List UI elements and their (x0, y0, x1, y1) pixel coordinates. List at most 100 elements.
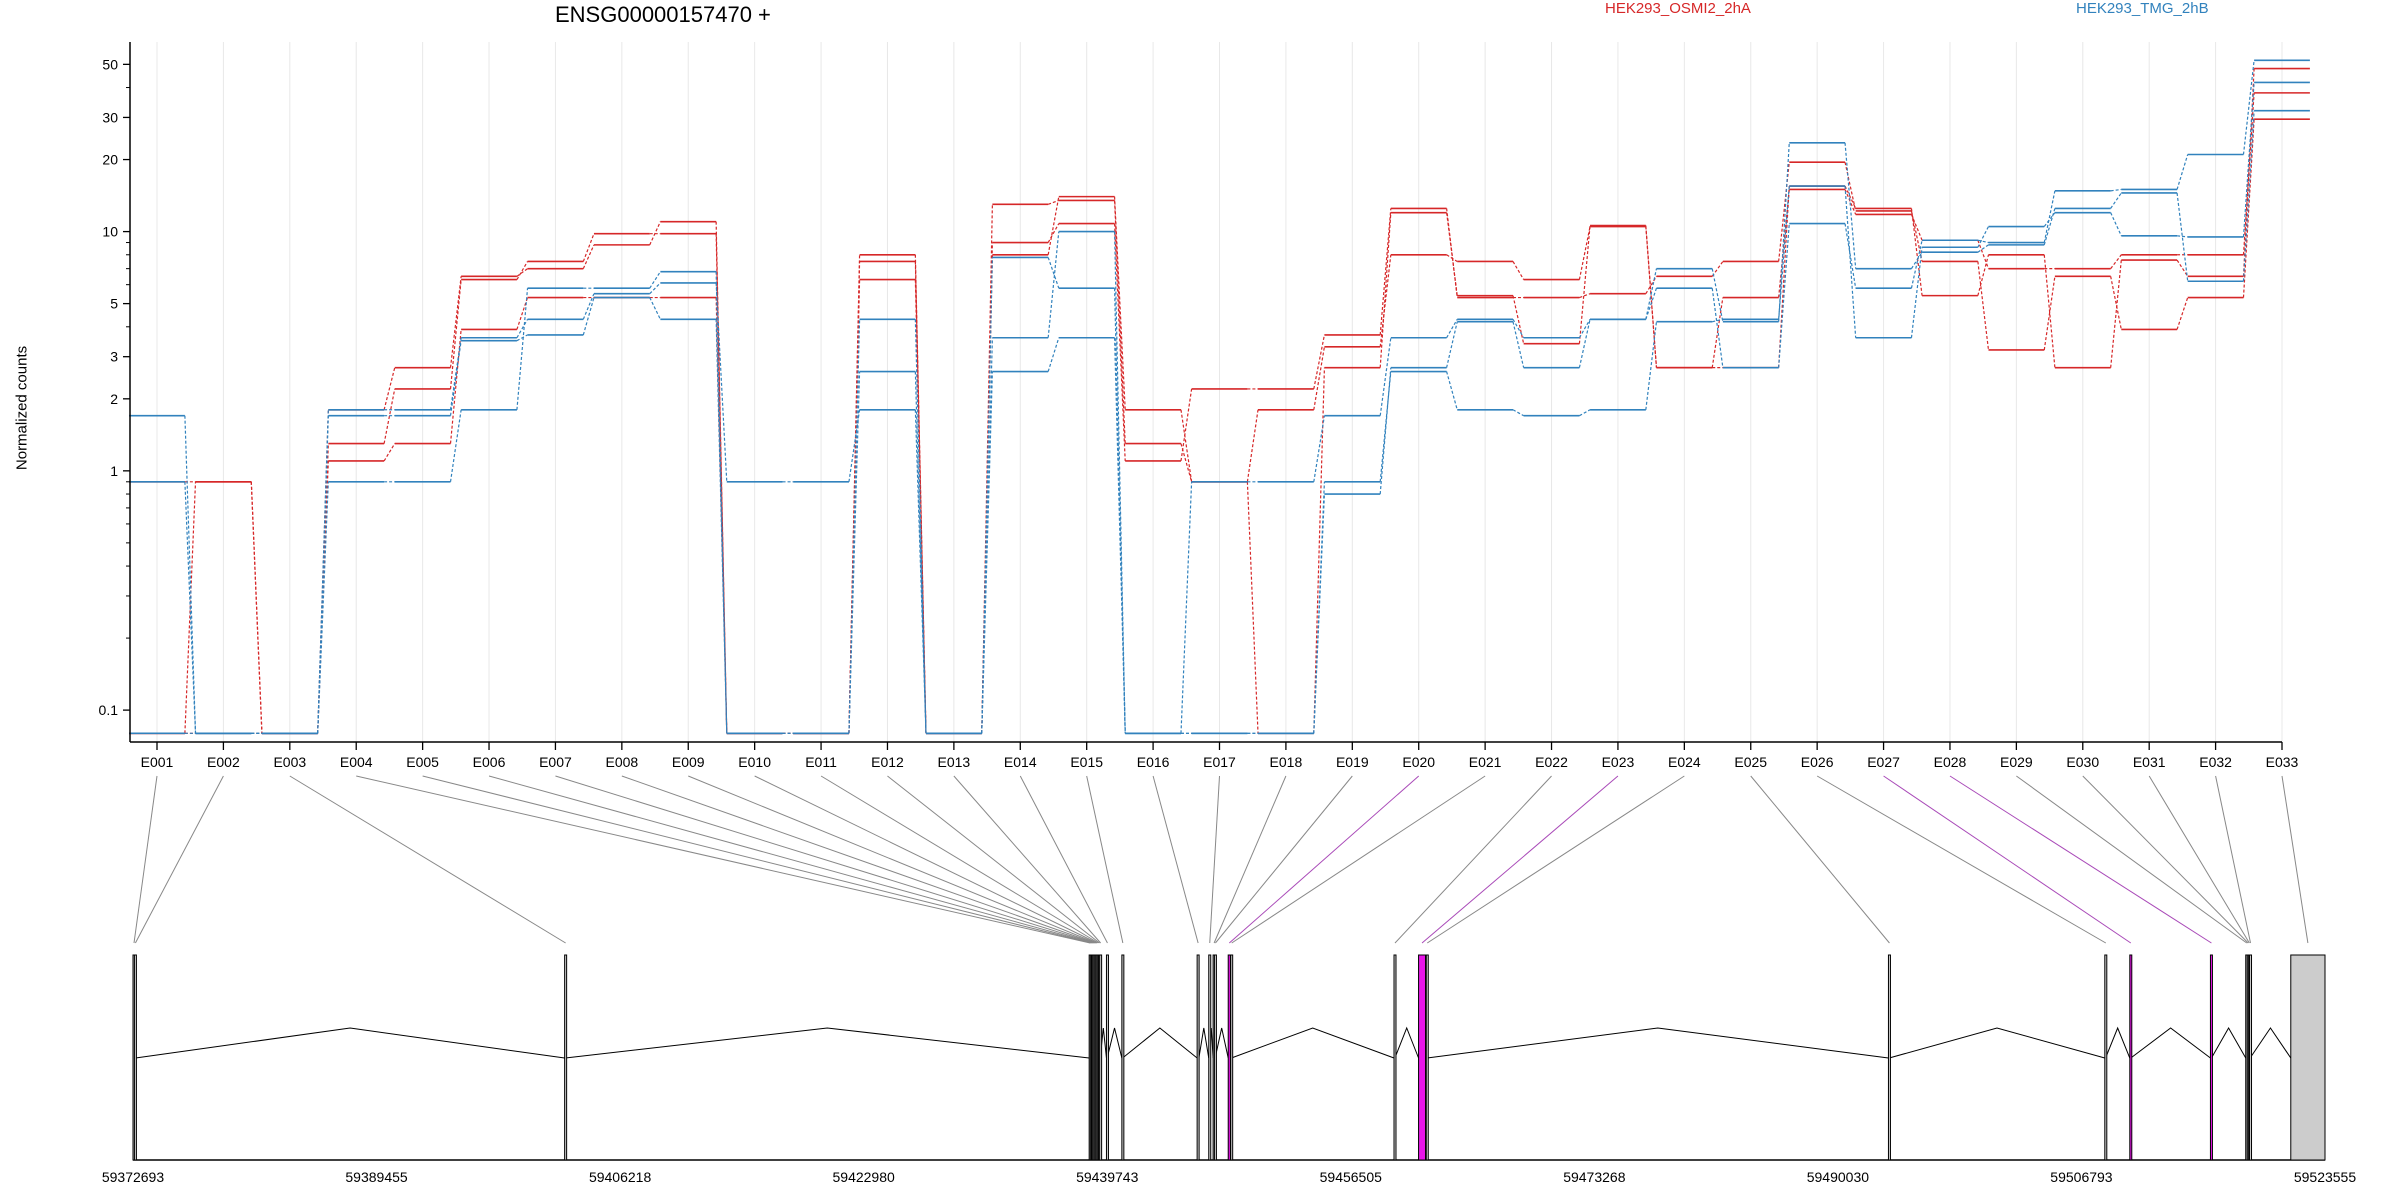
series-segment (2110, 276, 2122, 330)
series-segment (516, 261, 529, 280)
series-segment (317, 443, 329, 734)
series-segment (1180, 481, 1193, 734)
series-segment (2043, 190, 2056, 243)
series-segment (1246, 481, 1259, 734)
y-tick-label-3: 3 (110, 349, 118, 365)
connector-E014 (1019, 775, 1108, 944)
series-segment (1047, 223, 1060, 243)
series-segment (317, 409, 329, 734)
series-segment (715, 282, 728, 482)
series-segment (250, 481, 263, 734)
gridlines (156, 42, 2283, 742)
x-tick-label-E013: E013 (938, 754, 971, 770)
series-segment (2043, 276, 2056, 351)
connector-E004 (356, 775, 1091, 944)
x-tick-label-E009: E009 (672, 754, 705, 770)
series-segment (1113, 223, 1126, 461)
intron-line (135, 1027, 565, 1059)
genome-coordinate-label: 59473268 (1563, 1169, 1626, 1185)
series-segment (184, 415, 197, 734)
x-tick-label-E001: E001 (141, 754, 174, 770)
y-tick-label-20: 20 (102, 152, 118, 168)
x-tick-label-E004: E004 (340, 754, 373, 770)
connector-E025 (1750, 775, 1890, 944)
series-segment (1313, 334, 1326, 390)
connector-E026 (1816, 775, 2107, 944)
series-segment (1180, 409, 1193, 482)
connector-E016 (1152, 775, 1199, 944)
series-segment (1645, 321, 1658, 410)
y-tick-label-50: 50 (102, 56, 118, 72)
connector-E031 (2148, 775, 2250, 944)
series-segment (1844, 189, 1857, 215)
connector-E011 (820, 775, 1099, 944)
series-segment (1379, 367, 1392, 495)
connector-E003 (289, 775, 566, 944)
y-tick-label-2: 2 (110, 391, 118, 407)
series-segment (1047, 231, 1060, 338)
exon-box-E016 (1196, 954, 1200, 1161)
series-segment (383, 443, 396, 462)
series-segment (516, 288, 529, 410)
series-segment (1446, 212, 1458, 296)
x-tick-label-E012: E012 (871, 754, 904, 770)
exon-box-E024 (1425, 954, 1429, 1161)
y-tick-label-0.1: 0.1 (99, 702, 119, 718)
series-segment (649, 271, 661, 289)
intron-line (1889, 1027, 2105, 1059)
series-segment (1446, 318, 1458, 339)
series-segment (1977, 226, 1990, 248)
x-tick-label-E030: E030 (2066, 754, 2099, 770)
x-tick-label-E019: E019 (1336, 754, 1369, 770)
series-segment (2043, 254, 2056, 368)
series-segment (1977, 254, 1990, 296)
genome-coordinate-label: 59389455 (345, 1169, 408, 1185)
series-segment (1379, 208, 1392, 335)
x-tick-label-E005: E005 (406, 754, 439, 770)
exon-box-E022 (1393, 954, 1397, 1161)
series-segment (1313, 494, 1326, 734)
connector-E028 (1949, 775, 2212, 944)
x-tick-label-E007: E007 (539, 754, 572, 770)
x-tick-label-E002: E002 (207, 754, 240, 770)
y-tick-label-10: 10 (102, 224, 118, 240)
series-segment (1844, 223, 1857, 289)
series-segment (1379, 212, 1392, 368)
series-segment (914, 319, 927, 734)
exon-box-E021 (1230, 954, 1234, 1161)
series-segment (1578, 226, 1591, 280)
y-tick-label-1: 1 (110, 463, 118, 479)
series-segment (1512, 295, 1525, 344)
intron-line (2130, 1027, 2211, 1059)
series-segment (2177, 235, 2188, 238)
connector-E010 (754, 775, 1098, 944)
exon-connectors (133, 775, 2309, 944)
exon-box-E027 (2129, 954, 2133, 1161)
series-segment (1313, 415, 1326, 482)
chart-title: ENSG00000157470 + (555, 2, 771, 27)
series-segment (2176, 259, 2189, 277)
x-tick-label-E016: E016 (1137, 754, 1170, 770)
connector-E019 (1215, 775, 1353, 944)
genome-coordinate-label: 59406218 (589, 1169, 652, 1185)
y-tick-label-5: 5 (110, 296, 118, 312)
series-segment (1645, 225, 1658, 368)
legend-tmg: HEK293_TMG_2hB (2076, 0, 2209, 17)
connector-E022 (1394, 775, 1552, 944)
series-segment (1379, 337, 1392, 416)
connector-E021 (1231, 775, 1486, 944)
series-segment (848, 319, 861, 734)
series-segment (1113, 231, 1126, 734)
series-segment (1645, 268, 1658, 320)
connector-E023 (1421, 775, 1619, 944)
x-tick-label-E011: E011 (805, 754, 837, 770)
connector-E017 (1209, 775, 1220, 944)
series-segment (2176, 297, 2189, 330)
intron-line (1122, 1027, 1198, 1059)
series-segment (715, 271, 728, 734)
connector-E001 (133, 775, 158, 944)
series-segment (1645, 287, 1658, 320)
connector-E007 (555, 775, 1094, 944)
genome-coordinate-label: 59422980 (833, 1169, 896, 1185)
connector-E012 (887, 775, 1100, 944)
